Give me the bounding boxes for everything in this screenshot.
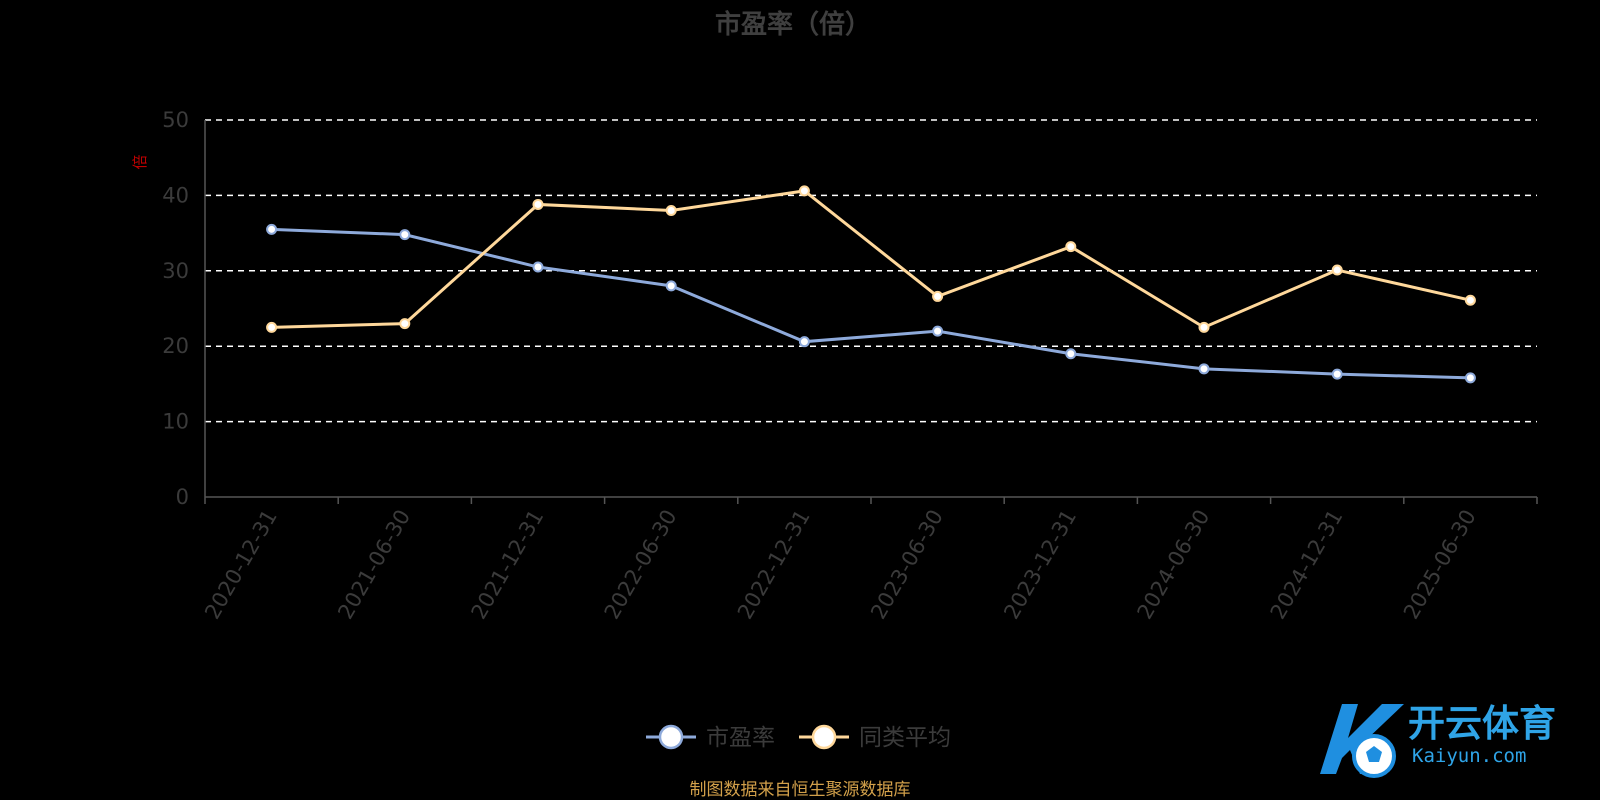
legend: 市盈率 同类平均	[646, 724, 951, 751]
x-tick-label: 2023-06-30	[866, 506, 948, 624]
logo-name-cn: 开云体育	[1408, 702, 1556, 745]
series-line-0	[271, 227, 1471, 380]
y-tick-label: 30	[162, 259, 189, 283]
data-point	[1464, 372, 1476, 384]
watermark-logo: 开云体育 Kaiyun.com	[1320, 702, 1556, 778]
data-point	[399, 229, 411, 241]
data-point	[798, 336, 810, 348]
x-tick-label: 2022-12-31	[733, 506, 815, 624]
logo-k-mark-icon	[1320, 704, 1404, 778]
grid-lines	[205, 119, 1537, 423]
data-point	[1198, 321, 1210, 333]
axes	[204, 120, 1538, 504]
x-tick-label: 2024-12-31	[1266, 506, 1348, 624]
data-point	[532, 261, 544, 273]
data-point	[932, 325, 944, 337]
data-point	[532, 198, 544, 210]
data-point	[266, 321, 278, 333]
y-tick-label: 0	[176, 485, 189, 509]
y-tick-labels: 0 10 20 30 40 50	[162, 108, 189, 509]
data-point	[1331, 264, 1343, 276]
source-note: 制图数据来自恒生聚源数据库	[690, 780, 911, 800]
x-tick-label: 2020-12-31	[200, 506, 282, 624]
legend-marker	[658, 724, 684, 750]
data-point	[665, 204, 677, 216]
y-axis-unit-label: 倍	[131, 154, 149, 169]
logo-name-en: Kaiyun.com	[1412, 745, 1526, 767]
x-tick-label: 2021-06-30	[333, 506, 415, 624]
data-point	[1464, 294, 1476, 306]
data-point	[932, 290, 944, 302]
data-point	[798, 185, 810, 197]
series-line-1	[271, 189, 1471, 330]
chart-title: 市盈率（倍）	[715, 9, 871, 40]
data-point	[1065, 241, 1077, 253]
y-tick-label: 10	[162, 410, 189, 434]
x-tick-labels: 2020-12-31 2021-06-30 2021-12-31 2022-06-30…	[200, 506, 1481, 624]
legend-marker	[811, 724, 837, 750]
data-point	[266, 223, 278, 235]
y-tick-label: 50	[162, 108, 189, 132]
y-tick-label: 40	[162, 183, 189, 207]
legend-label: 同类平均	[859, 725, 951, 751]
data-point	[1065, 348, 1077, 360]
x-tick-label: 2024-06-30	[1133, 506, 1215, 624]
y-tick-label: 20	[162, 334, 189, 358]
data-point	[399, 318, 411, 330]
data-point	[1331, 368, 1343, 380]
x-tick-label: 2022-06-30	[600, 506, 682, 624]
legend-label: 市盈率	[706, 725, 775, 751]
data-point	[1198, 363, 1210, 375]
x-tick-label: 2025-06-30	[1399, 506, 1481, 624]
x-tick-label: 2023-12-31	[999, 506, 1081, 624]
data-point	[665, 280, 677, 292]
x-tick-label: 2021-12-31	[467, 506, 549, 624]
series-lines	[266, 185, 1476, 384]
